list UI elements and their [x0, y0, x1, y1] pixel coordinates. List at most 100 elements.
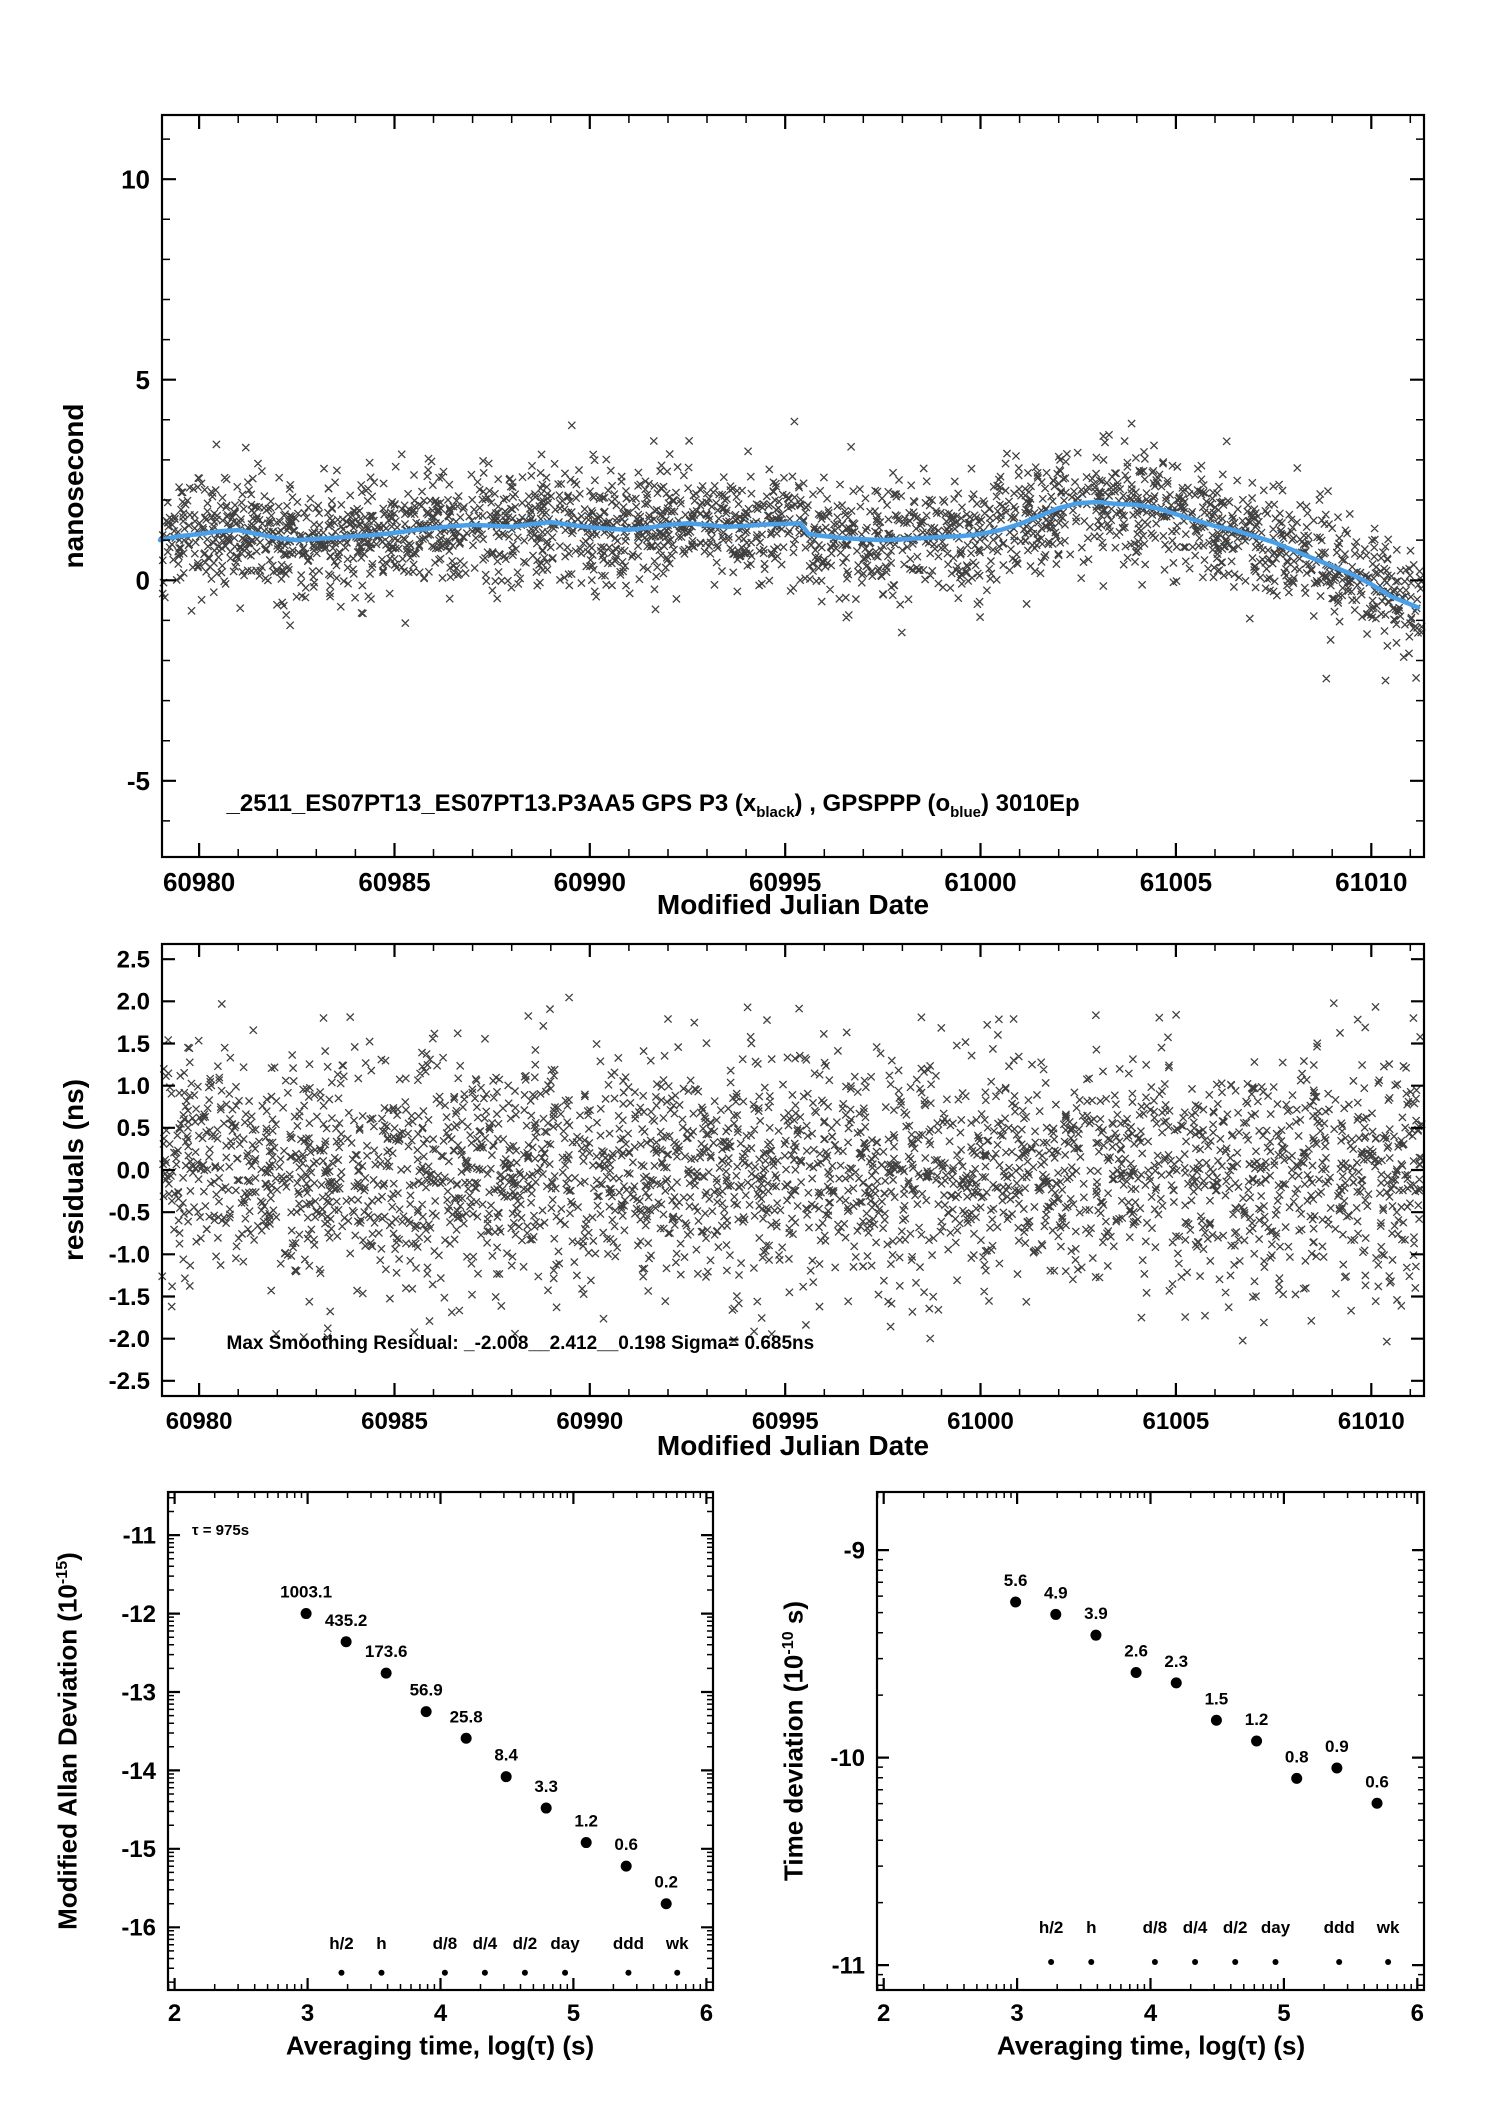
gps-minor-ticks	[162, 115, 1424, 857]
tdev-time-marker-dot	[1336, 1958, 1343, 1965]
tdev-point	[1291, 1772, 1303, 1784]
tdev-ytick-label: -10	[830, 1745, 865, 1772]
mdev-time-marker-label: day	[550, 1934, 580, 1953]
residuals-xtick-label: 61010	[1338, 1408, 1405, 1435]
mdev-time-marker-dot	[338, 1969, 345, 1976]
tdev-tick-labels: 2 3 4 5 6 -9 -10 -11	[830, 1538, 1424, 2028]
mdev-time-marker-label: d/4	[473, 1934, 498, 1953]
mdev-point	[380, 1667, 392, 1679]
tdev-time-marker-label: d/8	[1143, 1918, 1168, 1937]
mdev-plot-frame	[166, 1490, 715, 1992]
residuals-ytick-label: 0.5	[117, 1115, 150, 1142]
mdev-xtick-label: 3	[301, 2000, 314, 2027]
tdev-time-marker-dot	[1232, 1958, 1239, 1965]
mdev-points: 1003.1 435.2 173.6 56.9 25.8 8.4 3.3 1.2 0.6 0.2	[280, 1583, 678, 1910]
tdev-point-value-label: 1.5	[1205, 1689, 1229, 1708]
mdev-time-marker-label: ddd	[613, 1934, 644, 1953]
gps-xtick-label: 61005	[1140, 867, 1212, 897]
residuals-xtick-label: 60985	[361, 1408, 428, 1435]
mdev-ytick-label: -16	[121, 1915, 156, 1942]
gps-major-ticks	[162, 115, 1424, 857]
residuals-ytick-label: -1.5	[109, 1284, 150, 1311]
mdev-point-value-label: 25.8	[450, 1707, 483, 1726]
gps-xtick-label: 60985	[358, 867, 430, 897]
mdev-xaxis-title: Averaging time, log(τ) (s)	[285, 2030, 595, 2061]
mdev-ytick-label: -12	[121, 1601, 156, 1628]
mdev-time-marker-dot	[562, 1969, 569, 1976]
residuals-ytick-label: -2.0	[109, 1326, 150, 1353]
mdev-time-marker-dot	[521, 1969, 528, 1976]
residuals-scatter-series	[158, 993, 1426, 1346]
tdev-point	[1251, 1735, 1263, 1747]
tdev-time-marker-label: ddd	[1324, 1918, 1355, 1937]
gps-ytick-label: -5	[127, 766, 150, 796]
residuals-ytick-label: -0.5	[109, 1200, 150, 1227]
tdev-point-value-label: 2.3	[1164, 1652, 1188, 1671]
tdev-point-value-label: 4.9	[1044, 1583, 1068, 1602]
gps-ytick-label: 0	[136, 565, 150, 595]
mdev-xtick-label: 5	[567, 2000, 580, 2027]
mdev-xtick-label: 6	[700, 2000, 713, 2027]
gps-xtick-label: 60995	[749, 867, 821, 897]
tdev-xtick-label: 4	[1144, 2000, 1158, 2027]
gps-trend-line	[157, 499, 1421, 610]
mdev-point	[340, 1636, 352, 1648]
tdev-time-marker-dot	[1088, 1958, 1095, 1965]
mdev-xtick-label: 2	[168, 2000, 181, 2027]
mdev-point-value-label: 435.2	[325, 1611, 368, 1630]
residuals-ytick-label: 0.0	[117, 1157, 150, 1184]
mdev-point	[660, 1898, 672, 1910]
mdev-point-value-label: 8.4	[494, 1746, 518, 1765]
mdev-time-marker-dot	[378, 1969, 385, 1976]
top-xaxis-title: Modified Julian Date	[656, 889, 930, 920]
top-yaxis-title: nanosecond	[58, 403, 89, 569]
mdev-point-value-label: 56.9	[410, 1681, 443, 1700]
residuals-ytick-label: 1.0	[117, 1073, 150, 1100]
residuals-ytick-label: 2.0	[117, 989, 150, 1016]
tdev-points: 5.6 4.9 3.9 2.6 2.3 1.5 1.2 0.8 0.9 0.6	[1004, 1571, 1389, 1809]
residuals-xtick-label: 60980	[166, 1408, 233, 1435]
tdev-time-marker-dot	[1385, 1958, 1392, 1965]
mdev-xtick-label: 4	[434, 2000, 448, 2027]
tdev-point-value-label: 3.9	[1084, 1604, 1108, 1623]
mdev-point-value-label: 1003.1	[280, 1583, 332, 1602]
tdev-xaxis-title: Averaging time, log(τ) (s)	[996, 2030, 1306, 2061]
mdev-ytick-label: -11	[123, 1523, 156, 1550]
residuals-major-ticks	[162, 944, 1424, 1396]
gps-xtick-label: 61010	[1335, 867, 1407, 897]
tdev-time-marker-dot	[1272, 1958, 1279, 1965]
mdev-point	[580, 1837, 592, 1849]
gps-ytick-label: 5	[136, 365, 150, 395]
tdev-point	[1210, 1714, 1222, 1726]
tdev-xtick-label: 5	[1277, 2000, 1290, 2027]
mdev-time-marker-label: d/8	[433, 1934, 458, 1953]
tdev-point	[1050, 1608, 1062, 1620]
mdev-time-marker-label: h/2	[329, 1934, 354, 1953]
residuals-xtick-label: 60995	[752, 1408, 819, 1435]
residuals-ytick-label: -2.5	[109, 1368, 150, 1395]
tdev-time-marker-label: d/2	[1223, 1918, 1248, 1937]
mdev-yaxis-title: Modified Allan Deviation (10-15)	[53, 1552, 84, 1930]
mdev-annotation: τ = 975s	[192, 1522, 249, 1539]
mdev-point-value-label: 0.6	[614, 1835, 638, 1854]
tdev-time-marker-label: day	[1261, 1918, 1291, 1937]
gps-scatter-series	[158, 417, 1426, 685]
mdev-minor-ticks	[167, 1492, 713, 1990]
tdev-yaxis-title-exponent: -10	[778, 1631, 797, 1655]
tdev-point-value-label: 2.6	[1124, 1642, 1148, 1661]
gps-tick-labels: 60980 60985 60990 60995 61000 61005 61010 10 5 0 -…	[121, 164, 1407, 897]
tdev-chart: 5.6 4.9 3.9 2.6 2.3 1.5 1.2 0.8 0.9 0.6 h/2 h d/8 d/4…	[830, 1490, 1426, 2028]
tdev-ytick-label: -11	[832, 1953, 865, 1980]
residuals-yaxis-title: residuals (ns)	[58, 1078, 89, 1262]
mdev-time-markers: h/2 h d/8 d/4 d/2 day ddd wk	[329, 1934, 689, 1976]
tdev-point	[1090, 1629, 1102, 1641]
tdev-point	[1130, 1667, 1142, 1679]
residuals-xtick-label: 61005	[1143, 1408, 1210, 1435]
residuals-chart: Max Smoothing Residual: _-2.008__2.412__…	[109, 942, 1426, 1435]
residuals-ytick-label: 1.5	[117, 1031, 150, 1058]
tdev-point-value-label: 0.9	[1325, 1737, 1349, 1756]
mdev-point	[300, 1608, 312, 1620]
tdev-point-value-label: 0.6	[1365, 1772, 1389, 1791]
tdev-time-marker-label: h	[1086, 1918, 1096, 1937]
